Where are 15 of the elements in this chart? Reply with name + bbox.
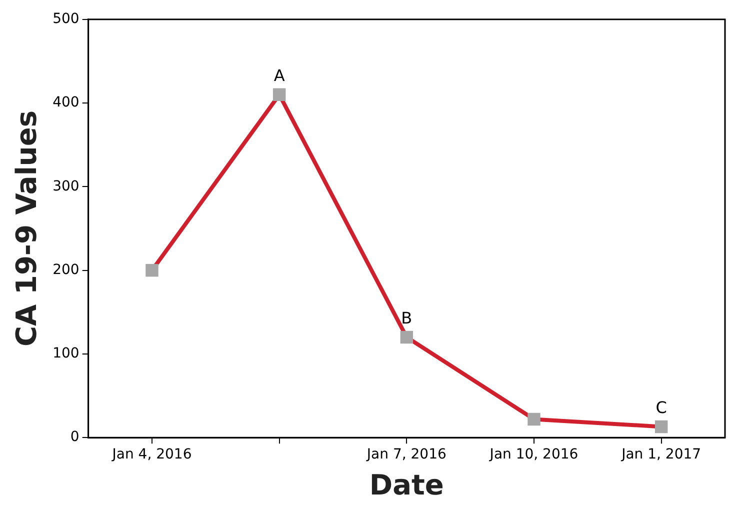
- y-tick-label: 400: [52, 94, 80, 111]
- y-tick-label: 100: [52, 346, 80, 362]
- y-tick-label: 300: [52, 178, 80, 194]
- x-tick-label: Jan 4, 2016: [111, 446, 192, 463]
- annotation: B: [401, 308, 412, 328]
- y-tick-label: 0: [70, 429, 80, 446]
- x-tick-label: Jan 7, 2016: [366, 446, 446, 463]
- y-axis-title: CA 19-9 Values: [10, 110, 44, 347]
- annotation: C: [656, 398, 667, 417]
- y-tick-label: 200: [52, 262, 80, 278]
- x-tick-label: Jan 10, 2016: [488, 446, 578, 463]
- y-tick-label: 500: [52, 11, 80, 28]
- x-axis-title: Date: [369, 468, 444, 502]
- x-tick-label: Jan 1, 2017: [620, 446, 702, 463]
- annotation: A: [274, 66, 285, 85]
